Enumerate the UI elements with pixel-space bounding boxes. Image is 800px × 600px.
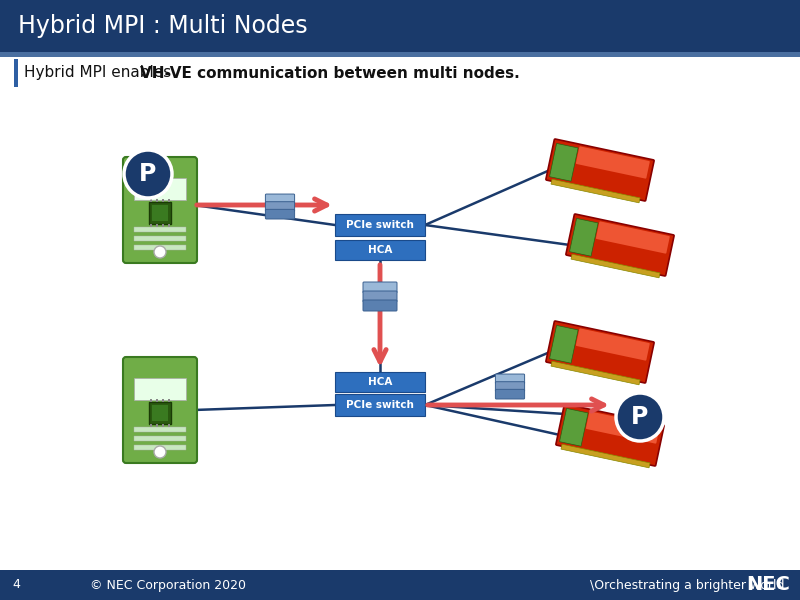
FancyBboxPatch shape	[495, 382, 525, 391]
Bar	[335, 372, 425, 392]
Circle shape	[124, 150, 172, 198]
Text: P: P	[631, 405, 649, 429]
Bar	[156, 199, 158, 202]
FancyBboxPatch shape	[556, 404, 664, 466]
Bar	[168, 199, 170, 202]
Bar	[134, 427, 186, 432]
FancyBboxPatch shape	[596, 221, 670, 254]
Bar	[152, 205, 168, 221]
Bar	[149, 202, 171, 224]
Text: HCA: HCA	[368, 377, 392, 387]
Bar	[149, 402, 171, 424]
Text: Hybrid MPI : Multi Nodes: Hybrid MPI : Multi Nodes	[18, 14, 308, 38]
Bar	[134, 378, 186, 400]
Bar	[134, 236, 186, 241]
Circle shape	[154, 446, 166, 458]
Bar	[561, 444, 650, 468]
Text: PCIe switch: PCIe switch	[346, 220, 414, 230]
FancyBboxPatch shape	[586, 412, 660, 443]
Circle shape	[616, 393, 664, 441]
FancyBboxPatch shape	[266, 202, 294, 211]
Text: P: P	[139, 162, 157, 186]
Bar	[14, 59, 18, 87]
Bar	[559, 409, 588, 446]
Bar	[571, 254, 660, 278]
Text: VH-VE communication between multi nodes.: VH-VE communication between multi nodes.	[140, 65, 520, 80]
Bar	[168, 224, 170, 227]
Circle shape	[154, 246, 166, 258]
Text: HCA: HCA	[368, 245, 392, 255]
Bar	[0, 52, 800, 57]
Bar	[162, 399, 164, 402]
Bar	[550, 325, 578, 363]
FancyBboxPatch shape	[495, 389, 525, 399]
Bar	[150, 399, 152, 402]
FancyBboxPatch shape	[546, 139, 654, 201]
FancyBboxPatch shape	[566, 214, 674, 276]
Bar	[550, 143, 578, 181]
Text: PCIe switch: PCIe switch	[346, 400, 414, 410]
Bar	[551, 179, 640, 203]
Bar	[168, 399, 170, 402]
Bar	[551, 361, 640, 385]
Bar	[134, 436, 186, 441]
Bar	[335, 214, 425, 236]
FancyBboxPatch shape	[576, 328, 650, 361]
Bar	[150, 224, 152, 227]
Bar	[152, 405, 168, 421]
Bar	[150, 199, 152, 202]
Bar	[134, 245, 186, 250]
Bar	[162, 199, 164, 202]
Bar	[134, 178, 186, 200]
Text: Hybrid MPI enables: Hybrid MPI enables	[24, 65, 176, 80]
Bar	[162, 424, 164, 427]
Bar	[150, 424, 152, 427]
FancyBboxPatch shape	[266, 194, 294, 203]
Bar	[162, 224, 164, 227]
FancyBboxPatch shape	[123, 157, 197, 263]
FancyBboxPatch shape	[266, 209, 294, 219]
FancyBboxPatch shape	[123, 357, 197, 463]
Bar	[168, 424, 170, 427]
Bar	[134, 227, 186, 232]
Bar	[335, 240, 425, 260]
Bar	[156, 424, 158, 427]
Bar	[156, 224, 158, 227]
Bar	[0, 570, 800, 600]
Bar	[0, 0, 800, 52]
Text: NEC: NEC	[746, 575, 790, 595]
Text: 4: 4	[12, 578, 20, 592]
FancyBboxPatch shape	[363, 300, 397, 311]
Bar	[156, 399, 158, 402]
FancyBboxPatch shape	[363, 291, 397, 302]
Bar	[134, 445, 186, 450]
FancyBboxPatch shape	[576, 146, 650, 179]
Text: \Orchestrating a brighter world: \Orchestrating a brighter world	[590, 578, 785, 592]
Bar	[570, 218, 598, 256]
Bar	[335, 394, 425, 416]
FancyBboxPatch shape	[546, 321, 654, 383]
FancyBboxPatch shape	[363, 282, 397, 293]
FancyBboxPatch shape	[495, 374, 525, 384]
Text: © NEC Corporation 2020: © NEC Corporation 2020	[90, 578, 246, 592]
